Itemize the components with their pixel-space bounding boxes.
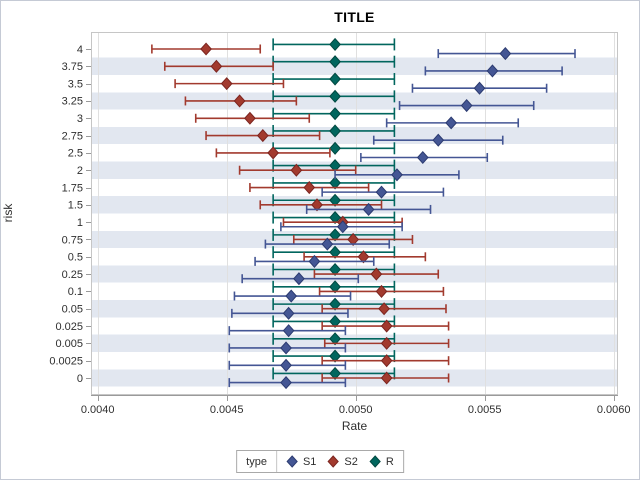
y-tick-label: 0.005: [55, 338, 83, 350]
diamond-marker-s1: [308, 254, 321, 268]
diamond-marker-s2: [210, 59, 223, 73]
y-tick-label: 0.0025: [49, 355, 83, 367]
y-tick-label: 3.25: [62, 96, 83, 108]
diamond-marker-s2: [380, 371, 393, 385]
diamond-marker-s1: [391, 168, 403, 182]
diamond-marker-s1: [282, 324, 295, 338]
diamond-marker-s2: [378, 302, 390, 316]
diamond-marker-s1: [499, 47, 512, 61]
category-band: [91, 92, 618, 110]
diamond-marker-s2: [290, 163, 303, 177]
y-tick-label: 2.75: [62, 130, 83, 142]
legend-diamond-icon: [327, 455, 340, 468]
diamond-marker-s2: [380, 336, 393, 350]
y-tick-label: 0.75: [62, 234, 83, 246]
x-tick-label: 0.0060: [597, 404, 631, 416]
diamond-marker-s2: [200, 42, 212, 56]
category-band: [91, 126, 618, 145]
y-tick-label: 0.25: [62, 269, 83, 281]
legend-diamond-icon: [286, 455, 298, 468]
diamond-marker-r: [329, 89, 341, 103]
diamond-marker-s1: [282, 306, 295, 320]
x-tick-label: 0.0040: [81, 404, 115, 416]
diamond-marker-s1: [362, 202, 375, 216]
y-tick-label: 2: [77, 165, 83, 177]
diamond-marker-s1: [293, 272, 305, 286]
legend-divider: [275, 451, 277, 472]
y-tick-label: 0.5: [68, 252, 83, 264]
diamond-marker-s1: [280, 358, 292, 372]
diamond-marker-r: [329, 72, 341, 86]
diamond-marker-r: [329, 107, 341, 121]
y-tick-label: 0: [77, 373, 83, 385]
diamond-marker-s2: [256, 129, 269, 143]
diamond-marker-s1: [416, 150, 429, 165]
diamond-marker-s2: [303, 180, 316, 195]
diamond-marker-s1: [486, 64, 499, 78]
diamond-marker-s1: [432, 133, 445, 147]
diamond-marker-s2: [370, 267, 383, 281]
legend-item-label: R: [385, 455, 394, 468]
y-tick-label: 2.5: [68, 148, 83, 160]
y-tick-label: 0.025: [55, 321, 83, 333]
chart-title: TITLE: [334, 9, 375, 25]
diamond-marker-s1: [280, 376, 292, 390]
y-tick-label: 3: [77, 113, 83, 125]
y-tick-label: 3.75: [62, 61, 83, 73]
legend-item-label: S2: [344, 455, 358, 468]
legend-diamond-icon: [369, 455, 381, 468]
legend-items: S1 S2 R: [277, 455, 394, 468]
diamond-marker-s2: [380, 319, 393, 333]
diamond-marker-s1: [460, 98, 473, 113]
y-axis-label: risk: [1, 203, 15, 223]
x-tick-label: 0.0055: [468, 404, 502, 416]
diamond-marker-s1: [280, 341, 292, 355]
y-tick-label: 1.5: [68, 200, 83, 212]
x-tick-label: 0.0045: [210, 404, 244, 416]
diamond-marker-r: [329, 124, 341, 138]
diamond-marker-s1: [336, 220, 349, 234]
y-tick-label: 1.75: [62, 182, 83, 194]
legend-item-s2: S2: [327, 455, 358, 468]
diamond-marker-r: [329, 37, 341, 51]
plot-frame: [91, 32, 618, 395]
diamond-marker-s2: [220, 77, 233, 91]
y-tick-label: 3.5: [68, 78, 83, 90]
diamond-marker-s1: [321, 237, 334, 251]
diamond-marker-s2: [375, 284, 388, 298]
diamond-marker-s2: [244, 111, 256, 125]
legend: type S1 S2 R: [236, 450, 404, 473]
y-tick-label: 0.1: [68, 286, 83, 298]
legend-item-label: S1: [302, 455, 317, 468]
diamond-marker-s2: [380, 354, 393, 368]
y-tick-label: 0.05: [62, 304, 83, 316]
legend-title: type: [246, 455, 267, 468]
diamond-marker-s2: [233, 94, 246, 108]
diamond-marker-s1: [445, 116, 458, 130]
x-tick-label: 0.0050: [339, 404, 373, 416]
diamond-marker-s2: [267, 146, 280, 160]
diamond-marker-r: [329, 55, 341, 69]
legend-item-r: R: [369, 455, 394, 468]
y-tick-label: 4: [77, 44, 83, 56]
diamond-marker-s1: [285, 289, 298, 303]
y-tick-label: 1: [77, 217, 83, 229]
legend-item-s1: S1: [286, 455, 316, 468]
diamond-marker-s1: [473, 81, 486, 95]
x-axis-label: Rate: [341, 419, 368, 433]
diamond-marker-s1: [375, 185, 388, 199]
diamond-marker-r: [329, 141, 341, 155]
